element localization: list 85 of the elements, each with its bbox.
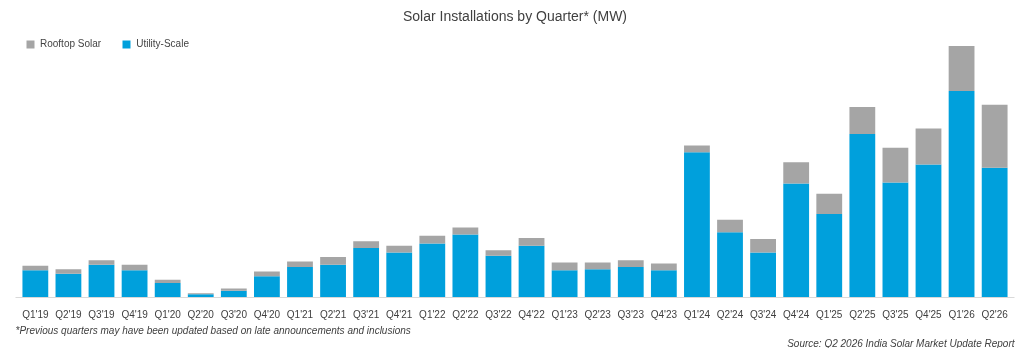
text: *Previous quarters may have been updated based on late announcements and inclusions	[15, 324, 411, 336]
x-tick-label: Q1'25	[816, 308, 843, 320]
bar	[88, 260, 115, 265]
bar	[220, 288, 247, 291]
bar	[419, 235, 446, 244]
legend-label: Utility-Scale	[136, 38, 189, 49]
bar	[849, 106, 876, 135]
x-tick-label: Q1'20	[154, 308, 182, 320]
bar	[717, 232, 743, 298]
x-tick-label: Q3'20	[220, 308, 248, 320]
bar	[254, 276, 280, 298]
x-tick-label: Q3'24	[749, 308, 777, 320]
bar	[948, 46, 975, 92]
bar	[121, 270, 148, 298]
bar	[915, 164, 942, 298]
bar	[783, 162, 810, 184]
x-tick-label: Q2'22	[452, 308, 480, 320]
bar	[419, 243, 446, 298]
bar	[518, 245, 545, 298]
bar	[320, 264, 346, 298]
x-tick-label: Q4'24	[782, 308, 810, 320]
bar	[816, 214, 843, 298]
bar	[518, 237, 545, 246]
bar	[551, 270, 578, 298]
x-tick-label: Q4'20	[253, 308, 281, 320]
bar	[154, 279, 181, 283]
bar	[485, 250, 512, 256]
x-tick-label: Q4'23	[650, 308, 678, 320]
x-tick-label: Q4'25	[915, 308, 943, 320]
bar	[287, 261, 313, 268]
x-tick-label: Q1'19	[22, 308, 49, 320]
bar	[750, 238, 776, 253]
bar	[353, 241, 380, 248]
x-tick-label: Q3'25	[882, 308, 910, 320]
bar	[750, 252, 776, 298]
x-tick-label: Q1'23	[551, 308, 579, 320]
bar	[915, 128, 942, 165]
x-tick-label: Q2'26	[981, 308, 1009, 320]
bar	[981, 104, 1008, 168]
bar	[386, 252, 413, 298]
chart-title: Solar Installations by Quarter* (MW)	[402, 7, 628, 24]
x-tick-label: Q1'24	[683, 308, 711, 320]
x-tick-label: Q2'23	[584, 308, 612, 320]
x-tick-label: Q3'19	[88, 308, 116, 320]
legend-label: Rooftop Solar	[40, 38, 102, 49]
x-tick-label: Q2'21	[319, 308, 347, 320]
x-tick-label: Q3'23	[617, 308, 645, 320]
bar	[88, 264, 115, 298]
source-note: Source: Q2 2026 India Solar Market Update Report	[787, 337, 1016, 348]
bar	[353, 247, 380, 298]
bar	[551, 262, 578, 271]
bar	[287, 267, 313, 298]
bar	[320, 257, 346, 265]
bar	[684, 145, 710, 153]
bar	[584, 269, 611, 298]
bar	[816, 193, 843, 215]
bar	[783, 183, 810, 298]
x-tick-label: Q3'21	[352, 308, 380, 320]
bar	[55, 273, 82, 298]
bar	[882, 147, 909, 183]
x-tick-label: Q2'25	[849, 308, 876, 320]
x-tick-label: Q2'19	[55, 308, 83, 320]
bar	[981, 167, 1008, 298]
bar	[684, 152, 710, 298]
bar	[948, 91, 975, 298]
bar	[154, 282, 181, 298]
x-tick-label: Q1'22	[419, 308, 446, 320]
bar	[849, 134, 876, 298]
x-tick-label: Q2'20	[187, 308, 215, 320]
bar	[55, 269, 82, 274]
bar	[882, 182, 909, 298]
bar	[485, 255, 512, 298]
x-tick-label: Q3'22	[485, 308, 513, 320]
x-tick-label: Q1'21	[286, 308, 314, 320]
x-tick-label: Q2'24	[716, 308, 744, 320]
x-tick-label: Q4'22	[518, 308, 546, 320]
x-tick-label: Q1'26	[948, 308, 976, 320]
bar	[617, 260, 644, 268]
x-tick-label: Q4'21	[386, 308, 413, 320]
bar	[650, 270, 677, 298]
bar	[617, 267, 644, 298]
bar	[717, 219, 743, 233]
bar	[22, 270, 49, 298]
bar	[452, 234, 479, 298]
x-tick-label: Q4'19	[121, 308, 149, 320]
